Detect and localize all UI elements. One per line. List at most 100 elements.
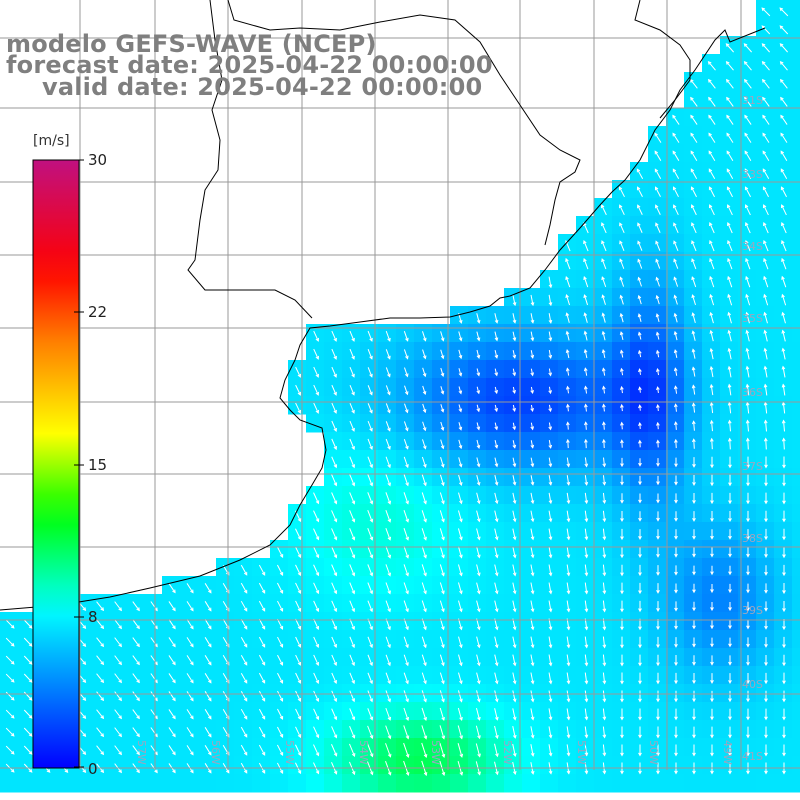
wind-arrow <box>114 745 122 756</box>
wind-arrow <box>673 222 679 234</box>
speed-cell <box>162 720 181 739</box>
colorbar-ramp <box>32 159 80 769</box>
speed-cell <box>756 540 775 559</box>
wind-arrow <box>674 583 678 594</box>
wind-arrow <box>548 708 553 721</box>
wind-arrow <box>620 511 624 523</box>
wind-arrow <box>385 654 391 667</box>
wind-arrow <box>331 564 338 577</box>
wind-arrow <box>494 600 499 613</box>
speed-cell <box>684 684 703 703</box>
wind-arrow <box>385 456 391 469</box>
wind-arrow <box>584 600 589 613</box>
wind-arrow <box>780 132 788 143</box>
speed-cell <box>648 558 667 577</box>
speed-cell <box>90 738 109 757</box>
speed-cell <box>270 558 289 577</box>
speed-cell <box>612 720 631 739</box>
speed-cell <box>774 648 793 667</box>
wind-arrow <box>240 672 248 684</box>
wind-arrow <box>781 383 786 396</box>
wind-arrow <box>258 582 266 594</box>
lon-label: 52W <box>501 740 514 765</box>
wind-arrow <box>403 349 409 360</box>
speed-cell <box>630 684 649 703</box>
wind-arrow <box>476 582 481 595</box>
lon-label: 49W <box>721 740 734 765</box>
wind-arrow <box>728 601 732 612</box>
wind-arrow <box>583 275 589 288</box>
wind-arrow <box>548 744 553 757</box>
wind-arrow <box>763 311 768 324</box>
wind-arrow <box>673 421 678 430</box>
speed-cell <box>0 720 19 739</box>
wind-arrow <box>583 294 589 306</box>
wind-arrow <box>277 672 284 684</box>
speed-cell <box>18 630 37 649</box>
wind-arrow <box>204 583 212 594</box>
wind-arrow <box>23 655 33 665</box>
wind-arrow <box>565 294 571 306</box>
speed-cell <box>756 180 775 199</box>
wind-arrow <box>403 456 409 469</box>
wind-arrow <box>692 744 696 757</box>
speed-cell <box>774 504 793 523</box>
wind-arrow <box>403 421 409 432</box>
wind-arrow <box>726 168 734 180</box>
speed-cell <box>792 432 800 451</box>
wind-arrow <box>204 601 212 612</box>
wind-arrow <box>691 366 696 377</box>
wind-arrow <box>566 582 571 595</box>
speed-cell <box>774 36 793 55</box>
wind-arrow <box>476 708 481 721</box>
wind-arrow <box>584 546 589 559</box>
wind-arrow <box>403 707 410 721</box>
wind-arrow <box>565 385 570 394</box>
wind-arrow <box>728 708 732 721</box>
wind-arrow <box>5 655 15 665</box>
speed-cell <box>180 756 199 775</box>
speed-cell <box>720 504 739 523</box>
speed-cell <box>162 774 181 793</box>
speed-cell <box>612 648 631 667</box>
wind-arrow <box>512 350 517 359</box>
speed-cell <box>270 756 289 775</box>
wind-arrow <box>764 637 768 648</box>
wind-arrow <box>780 114 788 125</box>
wind-arrow <box>276 546 284 558</box>
speed-cell <box>594 198 613 217</box>
wind-arrow <box>746 474 750 487</box>
speed-cell <box>108 648 127 667</box>
wind-arrow <box>367 654 373 667</box>
wind-arrow <box>5 745 15 755</box>
wind-arrow <box>367 367 373 378</box>
speed-cell <box>774 54 793 73</box>
wind-arrow <box>654 132 662 143</box>
wind-arrow <box>620 654 624 667</box>
speed-cell <box>684 72 703 91</box>
wind-arrow <box>367 672 373 685</box>
wind-arrow <box>530 672 535 685</box>
lat-label: 40S <box>742 678 763 691</box>
speed-cell <box>468 774 487 793</box>
coastline <box>0 27 766 611</box>
speed-cell <box>792 612 800 631</box>
wind-arrow <box>421 600 427 613</box>
wind-arrow <box>638 600 642 613</box>
speed-cell <box>630 198 649 217</box>
speed-cell <box>90 594 109 613</box>
wind-arrow <box>726 114 734 125</box>
wind-arrow <box>782 582 786 595</box>
wind-arrow <box>530 726 535 739</box>
wind-arrow <box>204 673 212 684</box>
wind-arrow <box>726 186 733 198</box>
wind-arrow <box>619 240 625 251</box>
wind-arrow <box>440 386 445 395</box>
wind-arrow <box>349 636 355 649</box>
wind-arrow <box>295 402 302 414</box>
speed-cell <box>162 666 181 685</box>
wind-arrow <box>548 331 553 342</box>
wind-arrow <box>746 547 750 558</box>
speed-cell <box>630 738 649 757</box>
wind-arrow <box>204 727 212 738</box>
